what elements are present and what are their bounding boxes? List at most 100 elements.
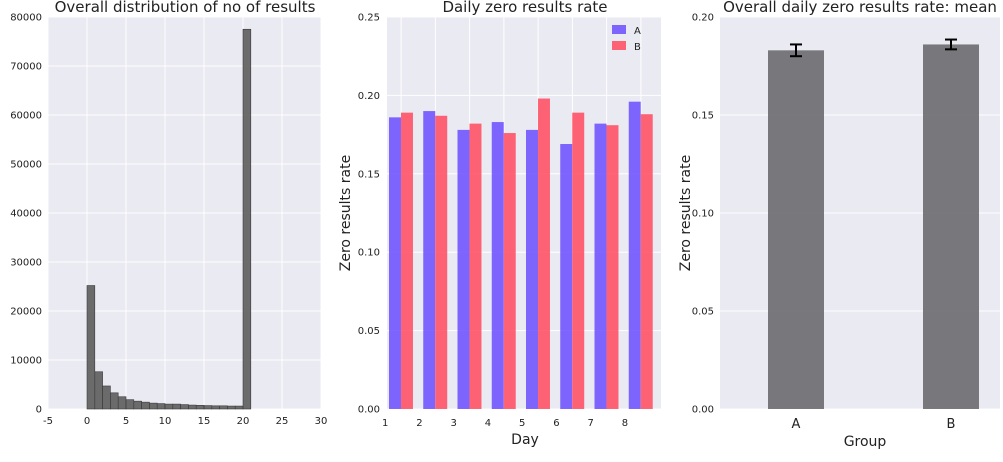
hist-bar xyxy=(149,402,158,410)
daily-rate-legend: A B xyxy=(612,25,641,53)
hist-x-tick-label: -5 xyxy=(43,416,53,427)
hist-bar xyxy=(156,403,166,410)
hist-bar xyxy=(219,405,228,410)
daily-bar-a xyxy=(560,144,573,409)
daily-bar-a xyxy=(423,111,436,409)
hist-x-tick-label: 25 xyxy=(276,416,289,427)
hist-bar xyxy=(117,396,127,410)
mean-y-tick-label: 0.20 xyxy=(692,13,714,24)
mean-bar-b xyxy=(923,44,979,409)
hist-x-tick-label: 10 xyxy=(159,416,172,427)
histogram-x-ticks: -5 0 5 10 15 20 25 30 xyxy=(43,416,327,427)
daily-bar-b xyxy=(537,98,550,409)
mean-x-tick-label: B xyxy=(947,417,956,432)
daily-x-tick-label: 6 xyxy=(553,418,559,429)
daily-x-tick-label: 7 xyxy=(587,418,593,429)
daily-x-tick-label: 2 xyxy=(416,418,422,429)
mean-y-tick-label: 0.10 xyxy=(692,209,714,220)
hist-bar xyxy=(125,399,135,410)
mean-y-tick-label: 0.05 xyxy=(692,307,714,318)
daily-x-tick-label: 1 xyxy=(382,418,388,429)
mean-rate-y-label: Zero results rate xyxy=(678,155,694,271)
daily-rate-x-ticks: 1 2 3 4 5 6 7 8 xyxy=(382,418,628,429)
daily-bar-b xyxy=(435,115,448,409)
daily-y-tick-label: 0.20 xyxy=(358,91,380,102)
hist-y-tick-label: 70000 xyxy=(10,62,42,73)
hist-y-tick-label: 10000 xyxy=(10,356,42,367)
hist-bar xyxy=(203,405,213,410)
hist-y-tick-label: 50000 xyxy=(10,160,42,171)
daily-bar-b xyxy=(606,125,619,409)
daily-bar-a xyxy=(389,117,401,410)
daily-bar-a xyxy=(628,101,641,409)
daily-rate-bars xyxy=(389,98,653,410)
daily-bar-a xyxy=(491,122,504,409)
hist-bar xyxy=(86,285,96,410)
hist-x-tick-label: 30 xyxy=(315,416,328,427)
daily-rate-panel: 1 2 3 4 5 6 7 8 0.00 0.05 0.10 0.15 0.20 0.25 Daily … xyxy=(338,0,661,448)
daily-x-tick-label: 3 xyxy=(450,418,456,429)
hist-bar xyxy=(172,403,181,410)
hist-bar xyxy=(242,28,252,410)
hist-bar xyxy=(180,404,189,410)
hist-bar xyxy=(234,405,244,410)
daily-rate-x-label: Day xyxy=(511,432,539,448)
hist-bar xyxy=(94,371,103,410)
mean-x-tick-label: A xyxy=(792,417,801,432)
daily-bar-b xyxy=(469,123,482,410)
legend-swatch-b xyxy=(612,41,626,50)
hist-bar xyxy=(227,405,236,410)
mean-rate-y-ticks: 0.00 0.05 0.10 0.15 0.20 xyxy=(692,13,714,416)
hist-y-tick-label: 20000 xyxy=(10,307,42,318)
mean-rate-bars xyxy=(768,38,979,409)
daily-bar-b xyxy=(400,112,413,409)
daily-y-tick-label: 0.15 xyxy=(358,169,380,180)
daily-rate-y-ticks: 0.00 0.05 0.10 0.15 0.20 0.25 xyxy=(358,13,380,416)
daily-bar-a xyxy=(594,123,607,410)
legend-label-b: B xyxy=(634,42,641,53)
mean-y-tick-label: 0.15 xyxy=(692,111,714,122)
histogram-bars xyxy=(86,28,252,410)
histogram-title: Overall distribution of no of results xyxy=(55,0,316,16)
hist-y-tick-label: 40000 xyxy=(10,209,42,220)
legend-label-a: A xyxy=(634,26,641,37)
hist-bar xyxy=(164,403,174,410)
histogram-y-ticks: 0 10000 20000 30000 40000 50000 60000 70000 8000… xyxy=(10,13,42,416)
hist-bar xyxy=(211,405,220,410)
daily-bar-b xyxy=(640,114,653,409)
hist-bar xyxy=(102,385,111,410)
hist-y-tick-label: 60000 xyxy=(10,111,42,122)
daily-rate-y-label: Zero results rate xyxy=(338,155,354,271)
daily-bar-a xyxy=(457,129,470,409)
daily-y-tick-label: 0.10 xyxy=(358,248,380,259)
daily-x-tick-label: 5 xyxy=(519,418,525,429)
hist-x-tick-label: 20 xyxy=(237,416,250,427)
daily-y-tick-label: 0.00 xyxy=(358,405,380,416)
daily-bar-a xyxy=(526,129,538,409)
hist-bar xyxy=(188,404,197,410)
daily-y-tick-label: 0.05 xyxy=(358,326,380,337)
mean-bar-a xyxy=(768,50,824,409)
mean-rate-x-label: Group xyxy=(844,434,887,450)
hist-y-tick-label: 0 xyxy=(36,405,42,416)
hist-x-tick-label: 5 xyxy=(123,416,129,427)
daily-rate-title: Daily zero results rate xyxy=(442,0,607,16)
hist-bar xyxy=(141,401,150,410)
hist-bar xyxy=(110,392,119,410)
mean-y-tick-label: 0.00 xyxy=(692,405,714,416)
hist-bar xyxy=(133,400,142,410)
hist-x-tick-label: 0 xyxy=(84,416,90,427)
legend-swatch-a xyxy=(612,25,626,34)
mean-rate-title: Overall daily zero results rate: mean xyxy=(723,0,997,16)
daily-y-tick-label: 0.25 xyxy=(358,13,380,24)
hist-y-tick-label: 30000 xyxy=(10,258,42,269)
hist-y-tick-label: 80000 xyxy=(10,13,42,24)
daily-x-tick-label: 8 xyxy=(622,418,628,429)
hist-x-tick-label: 15 xyxy=(198,416,211,427)
hist-bar xyxy=(195,405,205,410)
daily-bar-b xyxy=(503,133,516,410)
daily-bar-b xyxy=(572,112,585,409)
